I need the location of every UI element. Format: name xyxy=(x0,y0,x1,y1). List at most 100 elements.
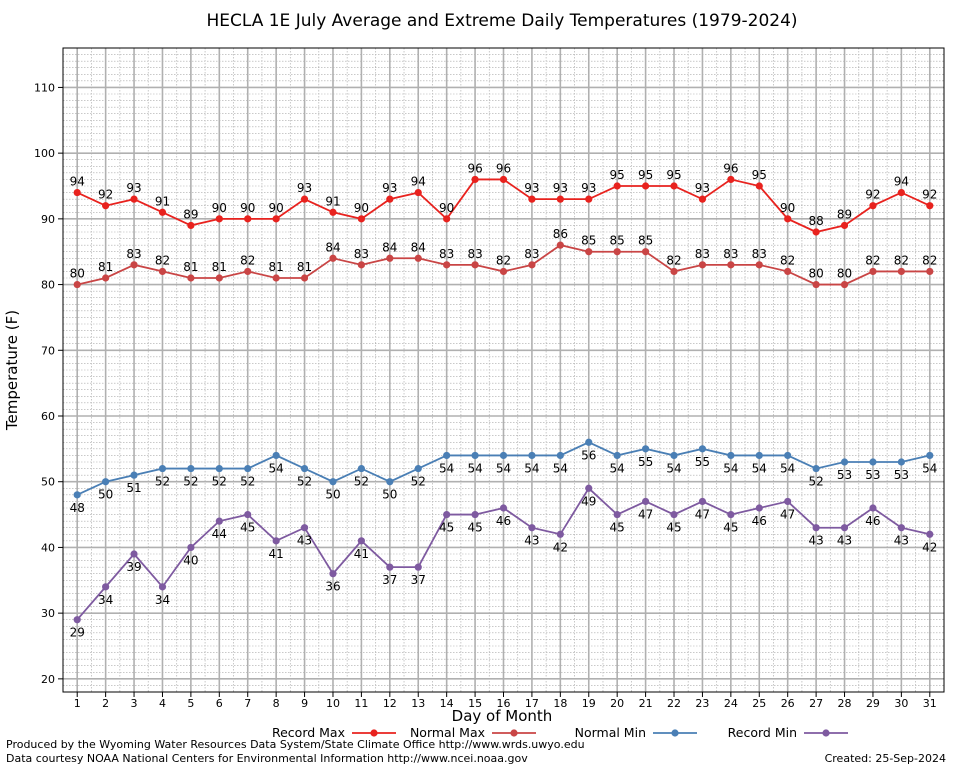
record-min-point xyxy=(215,517,223,525)
record-min-data-label: 46 xyxy=(752,514,767,528)
record-max-point xyxy=(755,182,763,190)
record-max-data-label: 90 xyxy=(780,201,795,215)
record-max-legend-label: Record Max xyxy=(272,725,345,740)
record-min-point xyxy=(272,537,280,545)
x-tick-label: 16 xyxy=(497,697,511,710)
normal-min-point xyxy=(784,451,792,460)
x-tick-label: 17 xyxy=(525,697,539,710)
normal-max-point xyxy=(670,267,678,276)
normal-min-point xyxy=(897,458,905,466)
normal-max-data-label: 85 xyxy=(638,234,653,248)
x-tick-label: 13 xyxy=(411,697,425,710)
normal-min-point xyxy=(471,451,479,460)
record-max-data-label: 93 xyxy=(553,181,568,195)
x-tick-label: 28 xyxy=(838,697,852,710)
normal-min-data-label: 54 xyxy=(666,461,681,475)
record-max-data-label: 93 xyxy=(382,181,397,195)
record-max-data-label: 96 xyxy=(467,161,482,175)
normal-max-data-label: 84 xyxy=(382,240,397,254)
normal-min-point xyxy=(102,478,110,486)
normal-max-point xyxy=(443,261,451,269)
normal-min-point xyxy=(585,438,593,446)
normal-min-data-label: 48 xyxy=(70,501,85,515)
y-tick-label: 90 xyxy=(41,213,55,226)
record-max-point xyxy=(158,208,167,216)
record-min-point xyxy=(897,524,905,532)
data-labels: 94 92 93 91 89 90 90 90 93 91 90 93 94 90 96 96 93 93 93 95… xyxy=(70,161,938,639)
record-min-data-label: 47 xyxy=(780,507,795,521)
record-max-point xyxy=(869,202,877,210)
normal-min-data-label: 52 xyxy=(297,475,312,489)
normal-min-point xyxy=(329,478,337,486)
record-min-point xyxy=(187,543,195,552)
record-max-data-label: 91 xyxy=(155,194,170,208)
x-tick-label: 12 xyxy=(383,697,397,710)
x-axis-label: Day of Month xyxy=(452,707,553,725)
record-min-data-label: 37 xyxy=(382,573,397,587)
normal-max-point xyxy=(727,261,735,269)
normal-max-data-label: 83 xyxy=(354,247,369,261)
record-min-point xyxy=(926,530,934,538)
normal-min-data-label: 52 xyxy=(808,475,823,489)
normal-min-point xyxy=(840,458,849,466)
normal-max-point xyxy=(102,274,110,282)
normal-min-data-label: 55 xyxy=(695,455,710,469)
normal-max-legend-marker xyxy=(510,729,518,737)
normal-max-point xyxy=(812,280,820,289)
y-tick-label: 60 xyxy=(41,410,55,423)
normal-max-point xyxy=(272,274,280,282)
record-min-data-label: 45 xyxy=(723,521,738,535)
record-max-point xyxy=(244,215,252,223)
normal-max-point xyxy=(329,254,337,262)
normal-max-data-label: 82 xyxy=(894,253,909,267)
normal-max-point xyxy=(641,248,650,256)
x-tick-label: 2 xyxy=(102,697,109,710)
normal-min-data-label: 52 xyxy=(354,475,369,489)
record-max-point xyxy=(414,188,422,197)
normal-min-point xyxy=(556,451,564,460)
normal-min-point xyxy=(812,464,820,473)
record-min-point xyxy=(414,563,422,571)
record-max-data-label: 90 xyxy=(240,201,255,215)
normal-min-data-label: 52 xyxy=(155,475,170,489)
record-min-point xyxy=(102,583,110,591)
legend: Record Max Normal Max Normal Min Record Min xyxy=(272,725,848,740)
record-min-point xyxy=(130,550,138,558)
record-max-data-label: 90 xyxy=(212,201,227,215)
normal-max-data-label: 81 xyxy=(212,260,227,274)
x-tick-label: 8 xyxy=(273,697,280,710)
x-tick-label: 26 xyxy=(781,697,795,710)
record-max-point xyxy=(300,195,309,203)
x-tick-label: 4 xyxy=(159,697,166,710)
record-max-data-label: 89 xyxy=(183,207,198,221)
normal-max-data-label: 82 xyxy=(922,253,937,267)
record-max-point xyxy=(641,182,650,190)
x-tick-label: 3 xyxy=(131,697,138,710)
record-min-data-label: 45 xyxy=(439,521,454,535)
normal-max-point xyxy=(414,254,422,262)
normal-min-point xyxy=(670,451,678,460)
x-tick-label: 20 xyxy=(610,697,624,710)
y-tick-label: 70 xyxy=(41,344,55,357)
record-max-data-label: 94 xyxy=(70,175,85,189)
record-max-point xyxy=(102,202,110,210)
normal-max-point xyxy=(528,261,536,269)
x-tick-label: 19 xyxy=(582,697,596,710)
normal-min-point xyxy=(926,451,934,460)
normal-min-data-label: 53 xyxy=(865,468,880,482)
normal-max-point xyxy=(926,267,934,276)
record-max-data-label: 90 xyxy=(269,201,284,215)
record-min-point xyxy=(698,497,707,506)
record-max-point xyxy=(130,195,138,203)
normal-max-point xyxy=(158,267,167,276)
y-tick-label: 50 xyxy=(41,476,55,489)
normal-max-data-label: 82 xyxy=(155,253,170,267)
normal-max-point xyxy=(613,248,621,256)
normal-max-point xyxy=(698,261,707,269)
normal-min-point xyxy=(300,464,309,473)
normal-max-data-label: 82 xyxy=(240,253,255,267)
record-max-data-label: 94 xyxy=(411,175,426,189)
record-max-data-label: 93 xyxy=(524,181,539,195)
record-max-data-label: 95 xyxy=(666,168,681,182)
